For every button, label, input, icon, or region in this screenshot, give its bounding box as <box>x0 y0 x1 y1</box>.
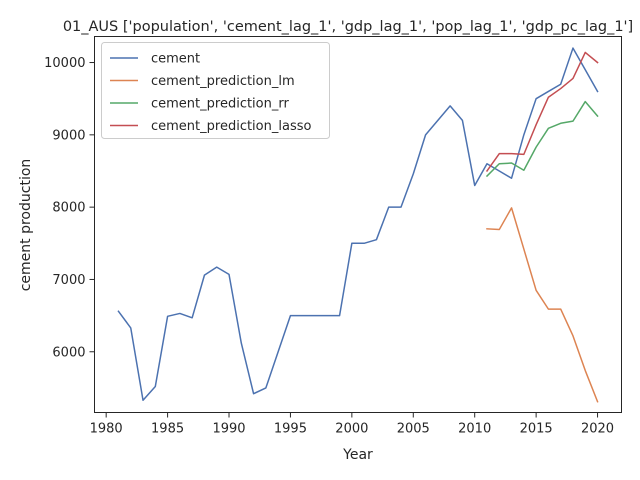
x-tick-label: 1980 <box>90 422 123 437</box>
legend-label-cement-prediction-lasso: cement_prediction_lasso <box>151 119 311 134</box>
x-tick-label: 1995 <box>274 422 307 437</box>
legend: cement cement_prediction_lm cement_predict… <box>101 42 330 139</box>
plot-frame <box>94 36 622 413</box>
series-line-cement <box>117 47 599 401</box>
x-tick-label: 2000 <box>335 422 368 437</box>
y-tick-label: 9000 <box>52 128 85 143</box>
y-axis: 6000 7000 8000 9000 10000 <box>44 56 95 360</box>
x-axis: 1980 1985 1990 1995 2000 2005 2010 2015 2020 <box>90 412 614 437</box>
series-line-cement-prediction-lm <box>486 207 599 403</box>
legend-label-cement-prediction-lm: cement_prediction_lm <box>151 74 295 89</box>
legend-label-cement: cement <box>151 52 200 67</box>
x-axis-label: Year <box>342 447 373 463</box>
x-tick-label: 1990 <box>212 422 245 437</box>
y-tick-label: 8000 <box>52 201 85 216</box>
x-tick-label: 2020 <box>581 422 614 437</box>
chart-title: 01_AUS ['population', 'cement_lag_1', 'g… <box>63 19 633 35</box>
series-line-cement-prediction-rr <box>485 100 599 178</box>
x-tick-label: 2005 <box>397 422 430 437</box>
x-tick-label: 2010 <box>458 422 491 437</box>
x-tick-label: 2015 <box>520 422 553 437</box>
y-tick-label: 7000 <box>52 273 85 288</box>
series-line-cement-prediction-lasso <box>485 51 599 173</box>
plot-area <box>117 47 599 403</box>
y-tick-label: 6000 <box>52 345 85 360</box>
y-axis-label: cement production <box>18 159 34 292</box>
y-tick-label: 10000 <box>44 56 85 71</box>
legend-label-cement-prediction-rr: cement_prediction_rr <box>151 97 289 112</box>
x-tick-label: 1985 <box>151 422 184 437</box>
legend-frame <box>101 42 330 139</box>
